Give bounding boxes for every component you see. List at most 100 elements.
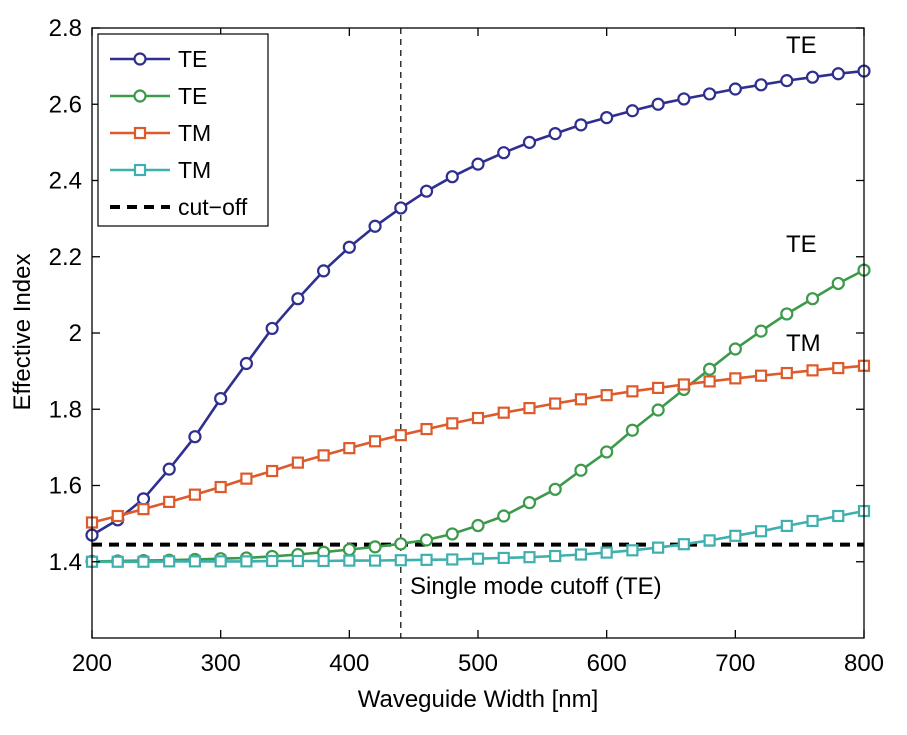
data-point xyxy=(394,554,407,567)
data-point xyxy=(446,417,459,430)
data-point xyxy=(266,464,279,478)
data-point xyxy=(523,551,536,564)
data-point xyxy=(188,555,202,568)
x-tick-label: 800 xyxy=(844,650,884,677)
x-tick-label: 700 xyxy=(715,650,755,677)
data-point xyxy=(832,361,845,375)
curve-label: TE xyxy=(786,32,817,59)
data-point xyxy=(600,546,613,559)
legend-marker xyxy=(133,52,147,66)
series-4 xyxy=(85,504,871,568)
legend-entry: TM xyxy=(110,157,211,183)
data-point xyxy=(419,533,434,547)
data-point xyxy=(342,240,356,254)
legend-box xyxy=(97,33,269,227)
series-line xyxy=(91,364,865,524)
legend-entry: cut−off xyxy=(110,194,248,220)
data-point xyxy=(163,555,176,568)
legend-marker xyxy=(133,89,147,103)
data-point xyxy=(445,527,459,541)
x-tick-label: 600 xyxy=(587,650,627,677)
data-point xyxy=(343,554,356,567)
data-point xyxy=(677,92,691,106)
data-point xyxy=(754,324,768,338)
data-point xyxy=(652,381,665,394)
data-point xyxy=(214,480,227,494)
y-tick-label: 2.4 xyxy=(49,168,82,195)
data-point xyxy=(291,456,304,469)
data-point xyxy=(497,551,510,565)
x-tick-label: 400 xyxy=(329,650,369,677)
data-point xyxy=(574,393,588,406)
data-point xyxy=(368,554,382,567)
y-tick-label: 1.8 xyxy=(49,396,82,423)
data-point xyxy=(702,87,717,101)
series-3 xyxy=(85,359,871,529)
data-point xyxy=(240,472,253,485)
data-point xyxy=(831,276,845,291)
data-point xyxy=(626,385,639,398)
data-point xyxy=(729,372,742,385)
data-point xyxy=(368,435,382,448)
data-point xyxy=(446,553,459,566)
data-point xyxy=(780,74,794,88)
data-point xyxy=(652,541,665,554)
data-point xyxy=(162,462,176,476)
single-mode-cutoff-label: Single mode cutoff (TE) xyxy=(410,573,662,600)
data-point xyxy=(419,184,434,198)
y-tick-label: 2.8 xyxy=(49,15,82,42)
legend-entry: TM xyxy=(110,120,211,146)
axes: 200 300 400 500 600 700 800 1.4 1.6 1.8 2 2.2 2.4 2.6… xyxy=(49,15,884,677)
data-point xyxy=(754,369,768,382)
data-point xyxy=(317,554,330,568)
data-point xyxy=(677,538,690,551)
data-point xyxy=(111,509,124,523)
data-point xyxy=(549,549,562,563)
data-point xyxy=(626,544,639,557)
data-point xyxy=(368,540,382,554)
data-point xyxy=(754,525,768,538)
data-point xyxy=(677,378,690,391)
data-point xyxy=(832,509,845,523)
data-point xyxy=(805,70,820,84)
data-point xyxy=(394,537,408,551)
data-point xyxy=(291,554,304,568)
data-point xyxy=(497,146,511,160)
data-point xyxy=(188,488,202,501)
data-point xyxy=(522,135,537,149)
data-point xyxy=(780,307,794,321)
data-point xyxy=(600,110,614,125)
legend-label: cut−off xyxy=(178,194,248,220)
data-point xyxy=(214,555,227,568)
data-point xyxy=(702,362,717,376)
data-point xyxy=(728,82,742,96)
data-point xyxy=(600,389,613,402)
data-point xyxy=(780,366,793,380)
legend-marker xyxy=(133,126,147,140)
data-point xyxy=(549,397,562,410)
y-tick-label: 1.6 xyxy=(49,473,82,500)
data-point xyxy=(574,463,588,477)
y-axis-label: Effective Index xyxy=(9,254,36,411)
data-point xyxy=(728,342,742,356)
data-point xyxy=(729,529,742,542)
data-point xyxy=(703,534,716,547)
legend-label: TM xyxy=(178,120,211,146)
legend-label: TM xyxy=(178,157,211,183)
legend-entry: TE xyxy=(110,83,207,109)
data-point xyxy=(497,406,510,419)
data-point xyxy=(780,519,793,533)
data-point xyxy=(342,542,356,557)
data-point xyxy=(137,555,150,568)
data-point xyxy=(163,495,176,508)
plot-area xyxy=(85,28,871,638)
legend: TE TE TM TM cut−off xyxy=(97,33,269,227)
data-point xyxy=(471,157,485,171)
data-point xyxy=(522,496,537,510)
data-point xyxy=(831,67,845,81)
legend-entry: TE xyxy=(110,46,207,72)
data-point xyxy=(394,429,407,442)
data-point xyxy=(368,219,382,233)
